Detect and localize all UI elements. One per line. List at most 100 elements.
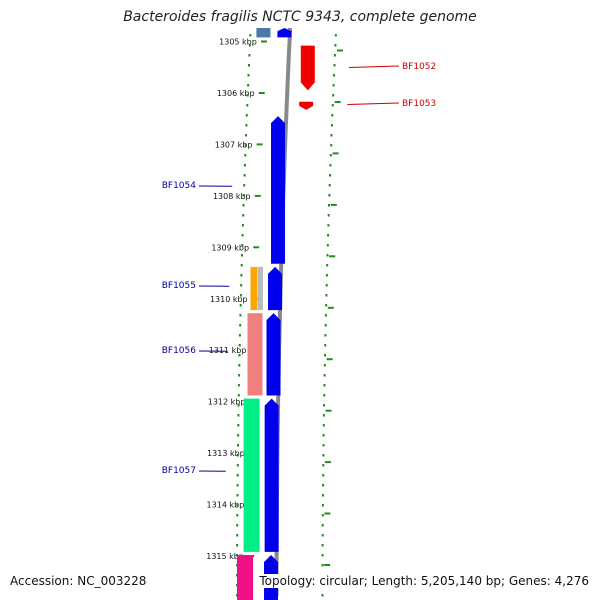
tick-dot-left <box>236 494 239 497</box>
gene-label-bf1052[interactable]: BF1052 <box>402 62 436 72</box>
gene-arrow-forward[interactable] <box>266 313 281 396</box>
gene-arrow-forward[interactable] <box>271 116 286 264</box>
major-tick-right <box>324 564 331 566</box>
gene-arrow-reverse[interactable] <box>299 101 314 110</box>
tick-label: 1306 kbp <box>217 89 255 98</box>
tick-dot-right <box>322 444 325 447</box>
tick-dot-left <box>247 84 250 87</box>
tick-dot-left <box>243 164 246 167</box>
tick-dot-right <box>330 144 333 147</box>
major-tick-left <box>261 40 267 43</box>
tick-label: 1305 kbp <box>219 38 257 47</box>
tick-dot-left <box>241 244 244 247</box>
tick-dot-right <box>327 234 330 237</box>
major-tick-left <box>256 143 263 146</box>
tick-dot-right <box>323 384 326 387</box>
tick-dot-right <box>323 404 326 407</box>
major-tick-left <box>258 92 265 94</box>
gene-labels: BF1052 BF1053 BF1054 BF1055 BF1056 BF1057 <box>162 62 437 476</box>
tick-dot-right <box>322 424 325 427</box>
tick-dot-left <box>245 114 248 117</box>
tick-dot-right <box>322 474 325 477</box>
tick-dot-right <box>321 554 324 557</box>
tick-dot-left <box>246 104 249 107</box>
tick-dot-left <box>244 154 247 157</box>
tick-dot-right <box>326 254 329 257</box>
tick-dot-right <box>328 194 331 197</box>
tick-dot-left <box>236 464 239 467</box>
tick-dot-right <box>321 564 324 567</box>
feature-block-orange <box>250 266 258 311</box>
tick-dot-left <box>236 524 239 527</box>
tick-dot-right <box>322 484 325 487</box>
tick-label: 1312 kbp <box>208 398 246 407</box>
major-tick-right <box>330 203 337 206</box>
major-tick-right <box>327 306 334 309</box>
major-tick-left <box>254 194 261 197</box>
tick-dot-right <box>328 184 331 187</box>
tick-dot-left <box>249 34 252 37</box>
feature-block-magenta <box>237 555 253 600</box>
gene-label-bf1057[interactable]: BF1057 <box>162 466 196 476</box>
tick-dot-left <box>238 344 241 347</box>
major-tick-left <box>253 246 260 249</box>
tick-dot-left <box>236 544 239 547</box>
major-tick-right <box>337 49 343 52</box>
tick-dot-left <box>237 404 240 407</box>
gene-label-bf1054[interactable]: BF1054 <box>162 181 197 191</box>
major-tick-right <box>325 409 332 412</box>
tick-dot-left <box>236 484 239 487</box>
gene-label-bf1056[interactable]: BF1056 <box>162 346 197 356</box>
tick-dot-left <box>246 94 249 97</box>
tick-dot-left <box>238 374 241 377</box>
gene-arrow-forward[interactable] <box>277 28 292 38</box>
tick-dot-right <box>333 74 335 77</box>
tick-dot-right <box>322 434 325 437</box>
tick-dot-left <box>245 124 248 127</box>
tick-dot-right <box>325 284 328 287</box>
tick-dot-right <box>327 224 330 227</box>
tick-dot-left <box>248 54 251 57</box>
tick-dot-left <box>248 44 251 47</box>
tick-dot-left <box>239 304 242 307</box>
tick-dot-right <box>333 54 336 57</box>
major-tick-right <box>334 101 341 103</box>
gene-label-bf1053[interactable]: BF1053 <box>402 99 436 109</box>
gene-arrow-forward[interactable] <box>268 266 283 311</box>
tick-dot-left <box>237 384 240 387</box>
tick-dot-right <box>323 374 326 377</box>
tick-dot-right <box>322 414 325 417</box>
tick-dot-left <box>239 324 242 327</box>
tick-dot-right <box>322 464 325 467</box>
tick-dot-left <box>238 354 241 357</box>
tick-dot-right <box>325 304 328 307</box>
tick-dot-right <box>324 314 327 317</box>
tick-dot-right <box>321 594 324 597</box>
genome-stats-text: Topology: circular; Length: 5,205,140 bp… <box>257 574 591 588</box>
tick-dot-left <box>247 74 250 77</box>
tick-dot-right <box>324 344 327 347</box>
tick-dot-left <box>239 314 242 317</box>
tick-label: 1314 kbp <box>207 501 245 510</box>
gene-arrow-forward[interactable] <box>264 398 279 552</box>
tick-dot-left <box>242 214 245 217</box>
gene-label-bf1055[interactable]: BF1055 <box>162 281 196 291</box>
tick-dot-right <box>334 44 337 47</box>
tick-dot-right <box>321 504 324 507</box>
gene-arrow-reverse[interactable] <box>300 45 315 91</box>
tick-dot-left <box>237 414 240 417</box>
tick-dot-left <box>237 394 240 397</box>
tick-dot-right <box>332 84 335 87</box>
major-tick-right <box>329 255 336 258</box>
tick-dot-left <box>237 434 240 437</box>
tick-dot-right <box>321 534 324 537</box>
tick-dot-left <box>241 234 244 237</box>
tick-dot-left <box>240 284 243 287</box>
feature-blocks <box>237 28 271 600</box>
tick-dot-left <box>236 454 239 457</box>
gene-label-leader <box>348 65 400 68</box>
tick-dot-right <box>324 324 327 327</box>
tick-dot-right <box>322 454 325 457</box>
tick-dot-left <box>236 474 239 477</box>
tick-dot-right <box>329 174 332 177</box>
